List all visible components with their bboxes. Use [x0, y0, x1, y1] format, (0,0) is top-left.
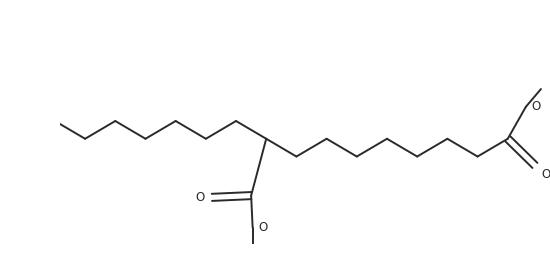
Text: O: O	[196, 191, 205, 204]
Text: O: O	[258, 221, 267, 234]
Text: O: O	[541, 168, 550, 181]
Text: O: O	[531, 100, 541, 113]
